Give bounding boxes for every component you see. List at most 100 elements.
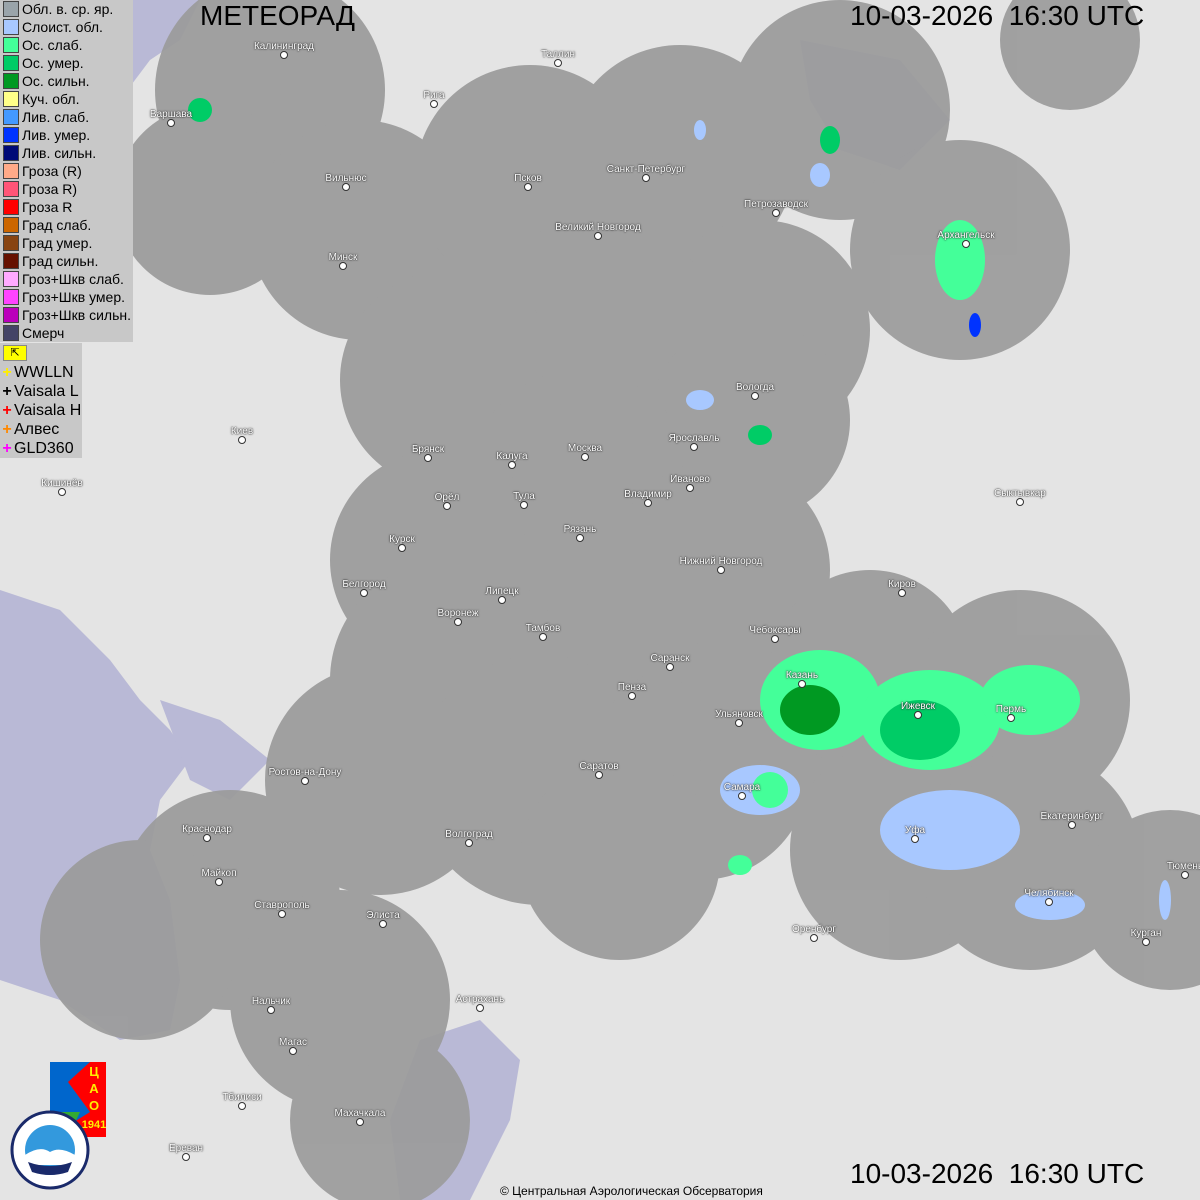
legend-item: Обл. в. ср. яр.	[0, 0, 133, 18]
lightning-cross-icon: +	[2, 363, 12, 381]
city-marker	[962, 240, 970, 248]
legend-item: Лив. слаб.	[0, 108, 133, 126]
city-label: Оренбург	[791, 924, 837, 935]
lightning-toggle-button[interactable]: ⇱	[3, 345, 27, 361]
lightning-cross-icon: +	[2, 420, 12, 438]
precip-area	[980, 665, 1080, 735]
legend-swatch	[3, 217, 19, 233]
precip-area	[728, 855, 752, 875]
lightning-label: Vaisala H	[14, 401, 82, 419]
radar-circle	[1000, 0, 1140, 110]
city-marker	[430, 100, 438, 108]
city-marker	[554, 59, 562, 67]
city-marker	[342, 183, 350, 191]
city-marker	[1068, 821, 1076, 829]
city-marker	[360, 589, 368, 597]
city-label: Волгоград	[445, 829, 493, 840]
legend-item: Гроза (R)	[0, 162, 133, 180]
lightning-item: + Vaisala L	[0, 382, 82, 401]
legend-label: Ос. сильн.	[22, 73, 90, 89]
legend-label: Гроза R	[22, 199, 73, 215]
lightning-label: Алвес	[14, 420, 60, 438]
legend-item: Гроза R	[0, 198, 133, 216]
city-label: Рязань	[563, 524, 597, 535]
city-label: Челябинск	[1024, 888, 1074, 899]
city-marker	[1142, 938, 1150, 946]
city-label: Кишинёв	[41, 478, 83, 489]
city-marker	[539, 633, 547, 641]
lightning-cross-icon: +	[2, 439, 12, 457]
legend-swatch	[3, 127, 19, 143]
precip-area	[780, 685, 840, 735]
city-marker	[644, 499, 652, 507]
city-label: Самара	[723, 782, 761, 793]
city-marker	[238, 1102, 246, 1110]
city-marker	[339, 262, 347, 270]
timestamp-bottom: 10-03-2026 16:30 UTC	[850, 1158, 1145, 1189]
svg-text:Ц: Ц	[89, 1064, 99, 1079]
city-label: Астрахань	[455, 994, 505, 1005]
legend-swatch	[3, 199, 19, 215]
city-label: Сыктывкар	[994, 488, 1046, 499]
city-marker	[58, 488, 66, 496]
legend-item: Гроз+Шкв сильн.	[0, 306, 133, 324]
precip-area	[1159, 880, 1171, 920]
city-marker	[278, 910, 286, 918]
legend-item: Гроза R)	[0, 180, 133, 198]
legend-swatch	[3, 163, 19, 179]
city-label: Чебоксары	[749, 625, 801, 636]
legend-swatch	[3, 1, 19, 17]
lightning-item: + Алвес	[0, 420, 82, 439]
radar-circle	[520, 760, 720, 960]
lightning-legend: ⇱ + WWLLN + Vaisala L + Vaisala H + Алвес + GLD36…	[0, 343, 82, 458]
city-marker	[798, 680, 806, 688]
precip-area	[686, 390, 714, 410]
legend-item: Смерч	[0, 324, 133, 342]
city-label: Вильнюс	[325, 173, 367, 184]
legend-item: Ос. слаб.	[0, 36, 133, 54]
city-label: Орёл	[434, 492, 460, 503]
city-marker	[738, 792, 746, 800]
city-label: Майкоп	[201, 868, 237, 879]
legend-item: Град слаб.	[0, 216, 133, 234]
city-label: Казань	[785, 670, 819, 681]
legend-label: Обл. в. ср. яр.	[22, 1, 114, 17]
city-label: Саранск	[650, 653, 690, 664]
legend-item: Гроз+Шкв слаб.	[0, 270, 133, 288]
precip-area	[810, 163, 830, 187]
city-marker	[280, 51, 288, 59]
precip-area	[748, 425, 772, 445]
city-marker	[498, 596, 506, 604]
city-marker	[167, 119, 175, 127]
city-label: Петрозаводск	[744, 199, 808, 210]
legend-swatch	[3, 145, 19, 161]
city-label: Калуга	[496, 451, 528, 462]
city-label: Воронеж	[437, 608, 479, 619]
legend-item: Лив. сильн.	[0, 144, 133, 162]
city-label: Краснодар	[182, 824, 232, 835]
city-label: Ульяновск	[715, 709, 763, 720]
legend-label: Куч. обл.	[22, 91, 80, 107]
city-marker	[642, 174, 650, 182]
city-label: Рига	[423, 90, 445, 101]
city-marker	[690, 443, 698, 451]
city-marker	[238, 436, 246, 444]
city-marker	[465, 839, 473, 847]
lightning-label: Vaisala L	[14, 382, 79, 400]
legend-swatch	[3, 271, 19, 287]
city-label: Брянск	[411, 444, 445, 455]
legend-label: Гроз+Шкв умер.	[22, 289, 126, 305]
city-label: Варшава	[149, 109, 193, 120]
city-label: Тамбов	[525, 623, 561, 634]
city-label: Ярославль	[668, 433, 720, 444]
city-label: Псков	[514, 173, 542, 184]
legend-swatch	[3, 19, 19, 35]
city-label: Иваново	[670, 474, 710, 485]
city-label: Великий Новгород	[555, 222, 641, 233]
precip-area	[935, 220, 985, 300]
city-marker	[911, 835, 919, 843]
legend-swatch	[3, 181, 19, 197]
legend-label: Лив. сильн.	[22, 145, 97, 161]
legend-swatch	[3, 289, 19, 305]
